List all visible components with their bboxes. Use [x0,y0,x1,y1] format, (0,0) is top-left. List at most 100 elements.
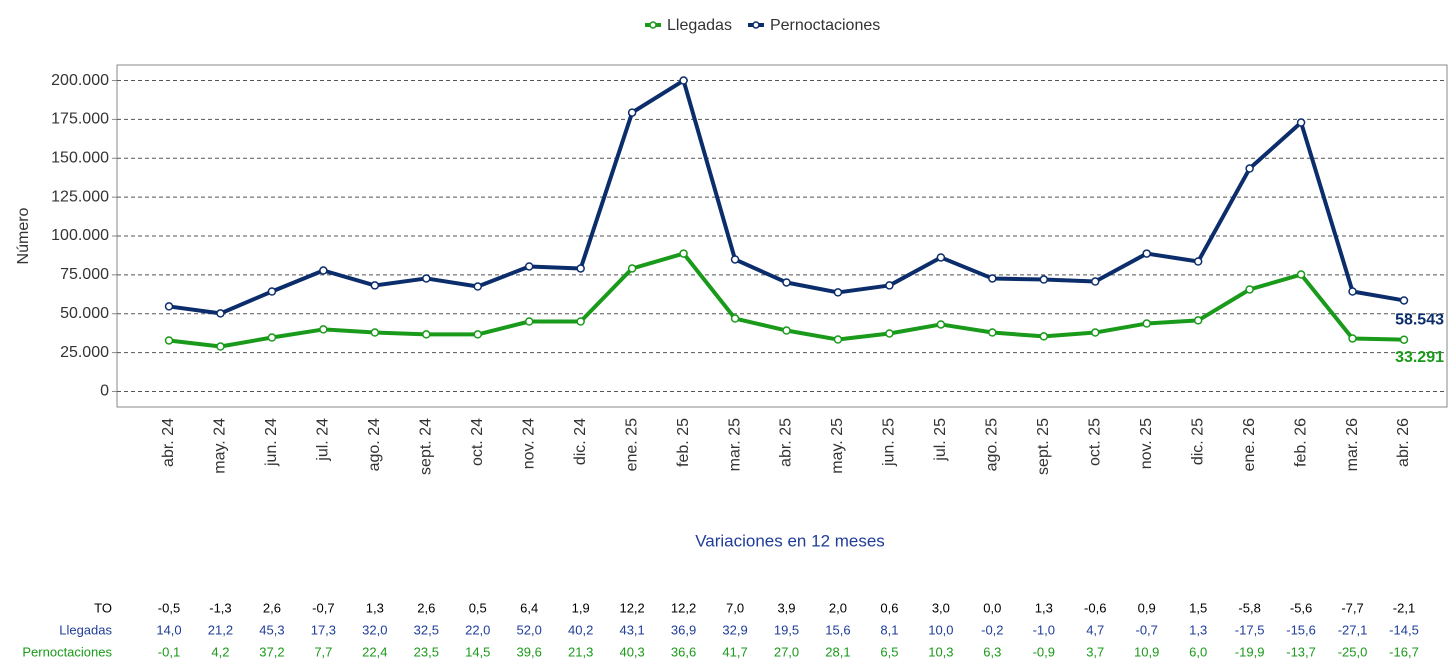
point [833,335,843,344]
x-tick-label: jul. 24 [315,418,332,462]
table-cell: 15,6 [825,622,850,637]
point [1296,270,1306,279]
x-tick-label: ago. 24 [366,418,383,471]
point [524,317,534,326]
point [267,287,277,296]
table-cell: -16,7 [1389,644,1419,659]
x-tick-label: feb. 26 [1292,418,1309,467]
table-cell: 14,0 [156,622,181,637]
point [833,288,843,297]
table-cell: 23,5 [414,644,439,659]
table-cell: 40,2 [568,622,593,637]
point [936,253,946,262]
table-cell: 1,9 [572,600,590,615]
table-cell: 6,0 [1189,644,1207,659]
x-tick-label: jun. 24 [263,418,280,467]
table-cell: 6,4 [520,600,538,615]
point [1193,257,1203,266]
point [885,281,894,290]
table-cell: -5,8 [1238,600,1260,615]
table-cell: 12,2 [619,600,644,615]
x-tick-label: dic. 24 [572,418,589,465]
point [216,342,225,351]
legend-label: Llegadas [667,17,732,34]
table-cell: -25,0 [1338,644,1368,659]
table-cell: -0,6 [1084,600,1106,615]
x-tick-label: sept. 25 [1035,418,1052,475]
point [1039,275,1049,284]
table-cell: -0,7 [1136,622,1158,637]
y-tick-label: 50.000 [60,305,109,322]
table-cell: 17,3 [311,622,336,637]
table-cell: 1,5 [1189,600,1207,615]
table-cell: -0,9 [1033,644,1055,659]
table-cell: 8,1 [880,622,898,637]
table-cell: 32,0 [362,622,387,637]
point [1296,118,1306,127]
x-tick-label: dic. 25 [1189,418,1206,465]
table-cell: 4,7 [1086,622,1104,637]
table-cell: 2,0 [829,600,847,615]
table-cell: 36,6 [671,644,696,659]
table-cell: 4,2 [211,644,229,659]
y-tick-label: 75.000 [60,266,109,283]
point [319,266,328,275]
point [1245,164,1254,173]
table-cell: 3,0 [932,600,950,615]
table-cell: 1,3 [366,600,384,615]
table-cell: -15,6 [1286,622,1316,637]
table-cell: 6,3 [983,644,1001,659]
value-label: 33.291 [1395,349,1444,366]
table-cell: 1,3 [1189,622,1207,637]
value-label: 58.543 [1395,312,1444,329]
point [422,274,431,283]
x-tick-label: may. 25 [829,418,846,474]
table-cell: 21,2 [208,622,233,637]
point [936,320,946,329]
row-label: TO [94,600,112,615]
x-tick-label: mar. 25 [726,418,743,471]
point [1091,277,1100,286]
y-tick-label: 100.000 [51,227,109,244]
table-cell: -1,0 [1033,622,1055,637]
y-tick-label: 150.000 [51,149,109,166]
table-cell: 22,4 [362,644,387,659]
legend-marker [752,21,760,29]
point [885,329,894,338]
table-title: Variaciones en 12 meses [695,531,885,550]
table-cell: -0,5 [158,600,180,615]
x-tick-label: ene. 25 [623,418,640,471]
y-tick-label: 125.000 [51,188,109,205]
point [1245,285,1254,294]
point [1039,332,1049,341]
table-cell: -17,5 [1235,622,1265,637]
y-axis-label: Número [15,207,32,264]
point [782,278,791,287]
legend-label: Pernoctaciones [770,17,880,34]
x-tick-label: mar. 26 [1344,418,1361,471]
x-tick-label: jul. 25 [932,418,949,462]
table-cell: -14,5 [1389,622,1419,637]
table-cell: 41,7 [722,644,747,659]
y-tick-label: 25.000 [60,344,109,361]
point [627,108,637,117]
table-cell: 3,9 [777,600,795,615]
table-cell: 14,5 [465,644,490,659]
table-cell: 6,5 [880,644,898,659]
x-tick-label: abr. 26 [1395,418,1412,467]
table-cell: -13,7 [1286,644,1316,659]
table-cell: 0,9 [1138,600,1156,615]
x-tick-label: oct. 24 [469,418,486,466]
table-cell: 10,3 [928,644,953,659]
table-cell: 0,0 [983,600,1001,615]
table-cell: 28,1 [825,644,850,659]
table-cell: -19,9 [1235,644,1265,659]
table-cell: -2,1 [1393,600,1415,615]
table-cell: 3,7 [1086,644,1104,659]
point [267,333,277,342]
x-tick-label: may. 24 [212,418,229,474]
table-cell: 0,5 [469,600,487,615]
point [370,281,380,290]
table-cell: 27,0 [774,644,799,659]
point [679,249,688,258]
